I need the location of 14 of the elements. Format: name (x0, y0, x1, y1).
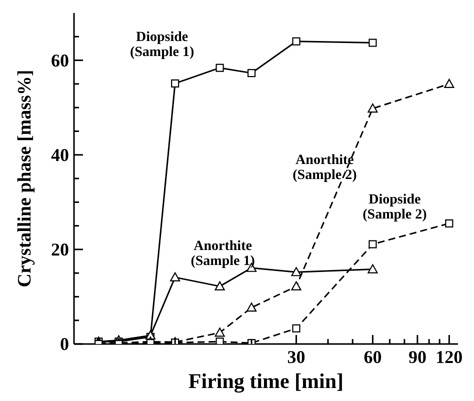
x-axis-title: Firing time [min] (188, 369, 344, 393)
x-tick-label: 30 (287, 347, 306, 367)
y-tick-label: 20 (51, 239, 69, 260)
series-label: Anorthite (Sample 2) (292, 153, 358, 184)
y-tick-label: 40 (51, 144, 69, 165)
series-label: Anorthite (Sample 1) (190, 238, 256, 269)
y-axis-title: Crystalline phase [mass%] (14, 70, 36, 288)
x-tick-label: 60 (364, 347, 382, 367)
y-tick-label: 0 (60, 334, 69, 354)
y-tick-label: 60 (51, 50, 69, 70)
series-label: Diopside (Sample 1) (130, 30, 194, 60)
x-tick-label: 120 (436, 347, 463, 367)
series-label: Diopside (Sample 2) (362, 192, 428, 223)
x-tick-label: 90 (408, 347, 426, 367)
